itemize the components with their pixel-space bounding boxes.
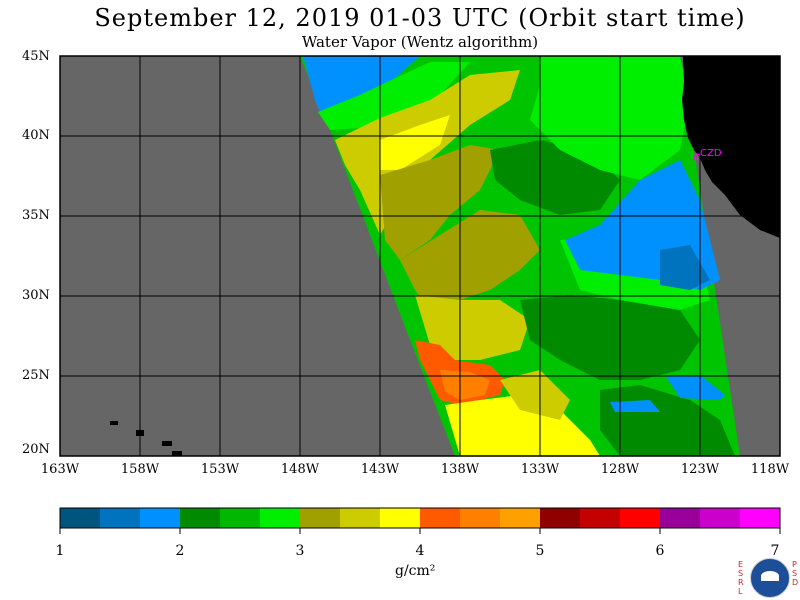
lon-label-123w: 123W [680,462,720,477]
map-subtitle: Water Vapor (Wentz algorithm) [301,33,539,51]
colorbar-swatch [300,508,341,528]
colorbar-swatch [260,508,301,528]
region-green-northeast [530,56,690,180]
region-olive-middle [400,210,540,310]
noaa-emblem-icon [750,558,790,598]
region-olive-south [500,370,570,420]
colorbar-swatch [700,508,741,528]
island-maui [162,441,172,446]
colorbar-swatch [220,508,261,528]
region-orange-core [440,370,490,400]
lon-label-143w: 143W [360,462,400,477]
lon-label-158w: 158W [120,462,160,477]
colorbar-tick-2: 2 [175,543,185,559]
colorbar-tick-1: 1 [55,543,65,559]
colorbar-swatch [620,508,661,528]
lon-label-138w: 138W [440,462,480,477]
colorbar-swatch [740,508,781,528]
region-yellow-bright [380,115,450,170]
colorbar-units: g/cm² [395,563,436,579]
lon-label-128w: 128W [600,462,640,477]
island-hawaii [172,451,182,456]
region-blue-streak [610,400,660,412]
lon-label-133w: 133W [520,462,560,477]
region-blue-northwest [303,56,420,112]
colorbar-tick-4: 4 [415,543,425,559]
lat-label-45n: 45N [22,49,50,64]
map-title: September 12, 2019 01-03 UTC (Orbit star… [94,4,746,32]
graticule [60,56,780,456]
colorbar-swatch [140,508,181,528]
lat-label-25n: 25N [22,368,50,383]
colorbar-swatch [580,508,621,528]
lon-label-163w: 163W [40,462,80,477]
colorbar-swatch [660,508,701,528]
region-blue-southeast [665,375,725,400]
region-yellow-south [445,395,600,456]
region-olive-north [380,145,500,260]
lat-label-30n: 30N [22,288,50,303]
colorbar-swatch [60,508,101,528]
colorbar-swatch [420,508,461,528]
colorbar-tick-7: 7 [770,543,780,559]
lat-label-35n: 35N [22,208,50,223]
colorbar-tick-5: 5 [535,543,545,559]
colorbar-tick-6: 6 [655,543,665,559]
island-kauai [110,421,118,425]
land-california [682,56,780,238]
colorbar-swatch [380,508,421,528]
colorbar-swatch [100,508,141,528]
noaa-bird-icon [761,571,779,581]
colorbar-swatch [340,508,381,528]
lat-label-40n: 40N [22,128,50,143]
lat-label-20n: 20N [22,442,50,457]
region-blue-inner [660,245,710,290]
colorbar-swatch [540,508,581,528]
region-darkgreen-east [520,295,700,380]
colorbar-swatch [460,508,501,528]
region-green-band-north [318,62,470,130]
station-label: CZD [700,148,722,159]
colorbar-swatch [500,508,541,528]
colorbar-swatch [180,508,221,528]
lon-label-153w: 153W [200,462,240,477]
lon-label-148w: 148W [280,462,320,477]
map-frame [59,55,781,457]
region-yellow-middle [415,295,530,360]
lon-label-118w: 118W [750,462,790,477]
colorbar-tick-3: 3 [295,543,305,559]
colorbar [59,507,781,534]
